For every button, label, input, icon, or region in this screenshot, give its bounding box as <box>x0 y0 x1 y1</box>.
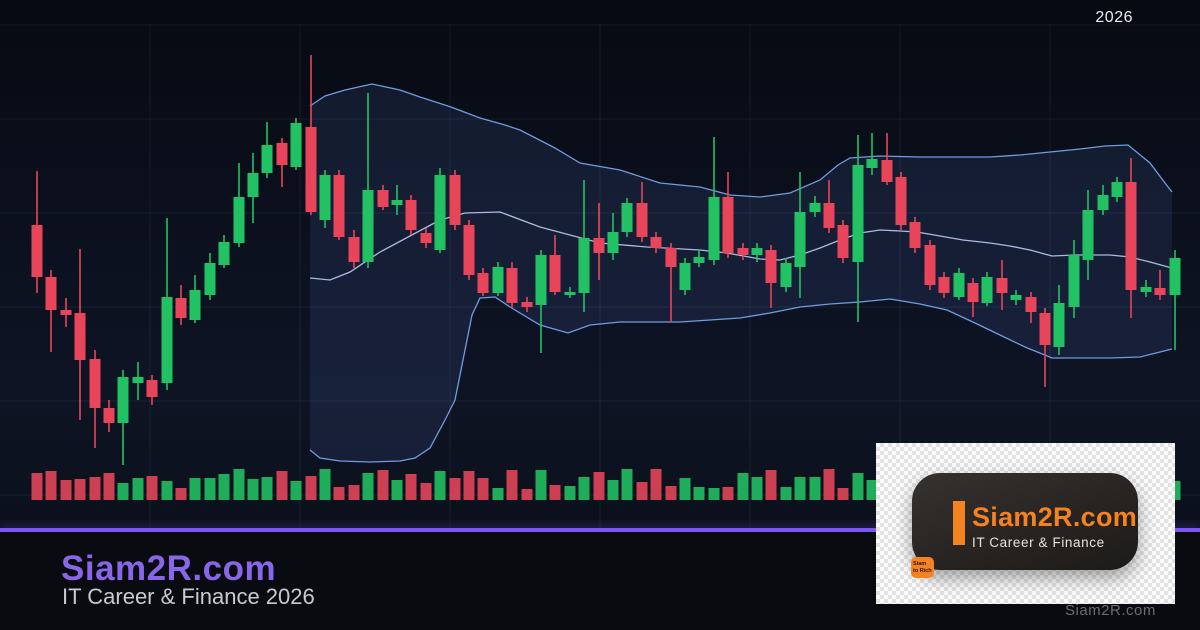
purple-divider <box>0 528 1200 532</box>
brand-card: Siam2R.com IT Career & Finance Siam to R… <box>876 443 1175 604</box>
badge-line-1: Siam <box>913 561 927 568</box>
page-subtitle: IT Career & Finance 2026 <box>62 584 315 609</box>
brand-card-inner: Siam2R.com IT Career & Finance <box>912 473 1138 570</box>
brand-title: Siam2R.com <box>972 502 1138 532</box>
brand-subtitle: IT Career & Finance <box>972 535 1105 550</box>
badge-line-2: to Rich <box>913 567 932 574</box>
watermark: Siam2R.com <box>1065 602 1156 619</box>
brand-accent-bar <box>953 501 965 545</box>
year-label: 2026 <box>1095 9 1133 26</box>
siam-to-rich-badge: Siam to Rich <box>911 557 934 578</box>
page-title: Siam2R.com <box>61 549 277 588</box>
